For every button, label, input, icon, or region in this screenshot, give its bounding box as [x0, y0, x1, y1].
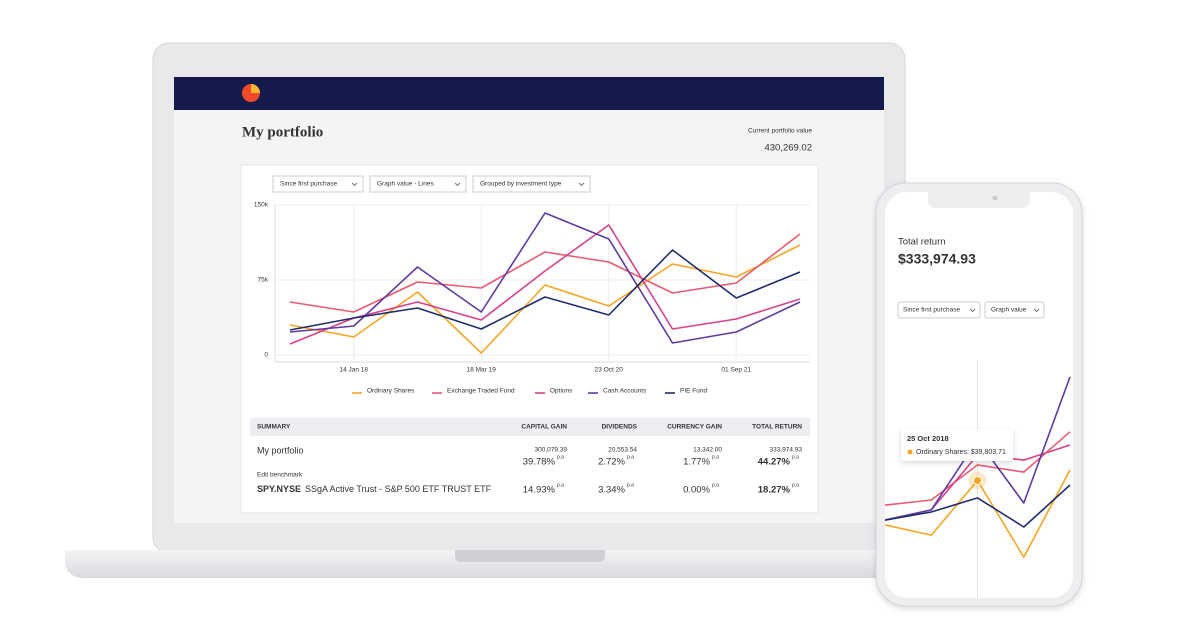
- x-tick-label: 23 Oct 20: [595, 367, 624, 374]
- series-line: [289, 244, 801, 354]
- chart-card: [240, 164, 819, 514]
- legend-label: Options: [550, 388, 573, 395]
- tooltip-box: [901, 429, 1013, 461]
- tooltip-text: Ordinary Shares: $39,803.71: [916, 449, 1006, 456]
- benchmark-ticker: SPY.NYSE: [257, 484, 301, 494]
- legend-label: Cash Accounts: [603, 388, 647, 395]
- tooltip-dot: [907, 449, 913, 455]
- pa-label: p.a: [712, 482, 719, 488]
- dropdown[interactable]: [472, 175, 591, 193]
- phone-value: $333,974.93: [898, 251, 976, 267]
- percent-cell: 18.27%: [758, 485, 791, 496]
- percent-cell: 2.72%: [598, 457, 625, 468]
- x-tick-label: 18 Mar 19: [467, 367, 497, 374]
- dropdown[interactable]: [272, 175, 364, 193]
- table-header: [250, 418, 810, 436]
- legend: Ordinary Shares Exchange Traded Fund Optio…: [352, 388, 707, 395]
- percent-cell: 3.34%: [598, 485, 625, 496]
- series-line: [289, 212, 801, 344]
- dropdown-label: Since first purchase: [903, 307, 960, 314]
- value-caption: Current portfolio value: [748, 128, 812, 135]
- tooltip-date: 25 Oct 2018: [907, 434, 949, 443]
- pa-label: p.a: [792, 482, 799, 488]
- page-title: My portfolio: [242, 124, 323, 140]
- percent-cell: 1.77%: [683, 457, 710, 468]
- pa-label: p.a: [627, 454, 634, 460]
- dropdown-label: Graph value - Lines: [377, 181, 434, 188]
- legend-label: Ordinary Shares: [367, 388, 415, 395]
- tooltip: 25 Oct 2018 Ordinary Shares: $39,803.71: [901, 429, 1013, 461]
- filter[interactable]: Since first purchase: [897, 301, 981, 319]
- dropdown[interactable]: [897, 301, 981, 319]
- percent-cell: 39.78%: [523, 457, 556, 468]
- logo-slice: [251, 84, 260, 93]
- legend-label: Exchange Traded Fund: [447, 388, 515, 395]
- laptop-base: [65, 550, 1000, 578]
- dropdown-label: Grouped by investment type: [480, 181, 562, 188]
- column-header: SUMMARY: [257, 424, 291, 431]
- amount-cell: 300,079.39: [534, 447, 567, 454]
- column-header: CURRENCY GAIN: [667, 424, 722, 431]
- column-header: DIVIDENDS: [602, 424, 638, 431]
- amount-cell: 333,974.93: [769, 447, 802, 454]
- percent-cell: 0.00%: [683, 485, 710, 496]
- y-tick-label: 0: [264, 352, 268, 359]
- column-header: TOTAL RETURN: [752, 424, 802, 431]
- chevron: [969, 308, 976, 313]
- pa-label: p.a: [712, 454, 719, 460]
- benchmark-name: SSgA Active Trust - S&P 500 ETF TRUST ET…: [305, 484, 492, 494]
- series-line: [289, 249, 801, 331]
- series-line: [885, 484, 1071, 528]
- highlight-point: [973, 475, 982, 485]
- phone-camera: [992, 195, 998, 201]
- dropdown-label: Since first purchase: [280, 181, 337, 188]
- series-line: [289, 224, 801, 345]
- percent-cell: 44.27%: [758, 457, 791, 468]
- chevron: [454, 182, 461, 187]
- phone-title: Total return: [898, 237, 946, 248]
- filter[interactable]: Graph value - Lines: [369, 175, 467, 193]
- portfolio-chart: 0 75k 150k 14 Jan 18 18 Mar 19 23 Oct 20 01 Se…: [254, 202, 810, 374]
- y-tick-label: 75k: [258, 277, 269, 284]
- pa-label: p.a: [557, 454, 564, 460]
- benchmark-label: SPY.NYSE SSgA Active Trust - S&P 500 ETF …: [257, 484, 492, 494]
- amount-cell: 20,553.54: [608, 447, 637, 454]
- pa-label: p.a: [627, 482, 634, 488]
- series-line: [289, 233, 801, 313]
- dropdown-label: Graph value: [991, 307, 1027, 314]
- filter[interactable]: Graph value: [984, 301, 1045, 319]
- amount-cell: 13,342.00: [693, 447, 722, 454]
- x-tick-label: 14 Jan 18: [339, 367, 368, 374]
- laptop-notch: [455, 550, 605, 562]
- chevron: [578, 182, 585, 187]
- x-tick-label: 01 Sep 21: [721, 367, 751, 374]
- phone-notch: [928, 192, 1030, 208]
- filter[interactable]: Grouped by investment type: [472, 175, 591, 193]
- dropdown[interactable]: [984, 301, 1045, 319]
- edit-benchmark-link[interactable]: Edit benchmark: [257, 472, 303, 479]
- legend-label: PIE Fund: [680, 388, 707, 395]
- chevron: [351, 182, 358, 187]
- filter[interactable]: Since first purchase: [272, 175, 364, 193]
- row-label: My portfolio: [257, 445, 304, 455]
- percent-cell: 14.93%: [523, 485, 556, 496]
- pa-label: p.a: [792, 454, 799, 460]
- pa-label: p.a: [557, 482, 564, 488]
- portfolio-value: 430,269.02: [764, 143, 812, 154]
- column-header: CAPITAL GAIN: [521, 424, 567, 431]
- dropdown[interactable]: [369, 175, 467, 193]
- chevron: [1033, 308, 1040, 313]
- app-header: [174, 77, 884, 110]
- y-tick-label: 150k: [254, 202, 269, 209]
